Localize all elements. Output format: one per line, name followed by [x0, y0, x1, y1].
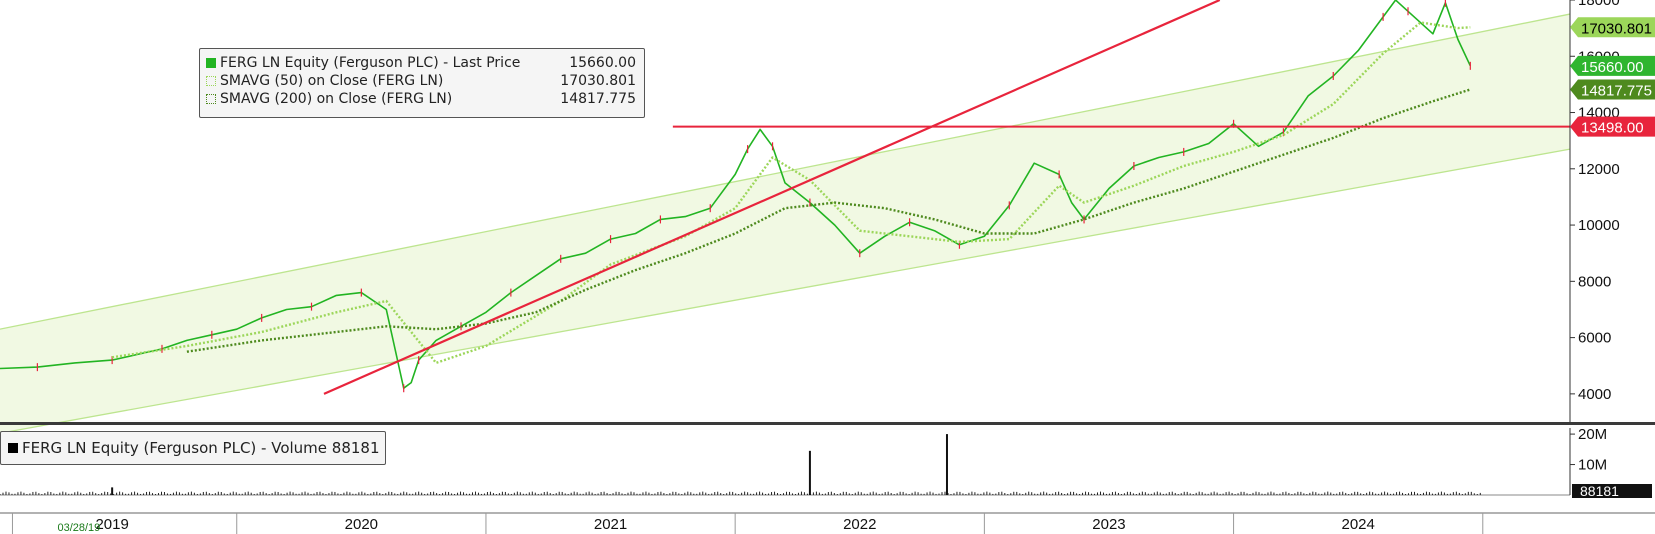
volume-tag: [1572, 484, 1652, 498]
price-tag: [1570, 79, 1655, 100]
legend-label-sma200: SMAVG (200) on Close (FERG LN): [220, 91, 453, 107]
volume-panel: 10M 20M 88181: [0, 422, 1655, 499]
legend-row-sma200: SMAVG (200) on Close (FERG LN) 14817.775: [206, 90, 636, 108]
panel-separator: [0, 422, 1655, 425]
volume-legend-label: FERG LN Equity (Ferguson PLC) - Volume 8…: [22, 439, 380, 457]
series-sma50: [111, 21, 1471, 365]
year-label: 2019: [95, 516, 128, 533]
price-tick-label: 10000: [1578, 217, 1620, 234]
legend-value-sma200: 14817.775: [560, 91, 636, 107]
time-axis: 2019 2020 2021 2022 2023 2024 03/28/19: [0, 512, 1655, 534]
price-tick-label: 18000: [1578, 0, 1620, 9]
date-marker: 03/28/19: [57, 522, 100, 534]
volume-legend-swatch: [8, 443, 18, 453]
price-tick-label: 8000: [1578, 273, 1611, 290]
legend-swatch-sma200: [206, 94, 216, 104]
volume-tick-label: 20M: [1578, 426, 1607, 443]
price-tag: [1570, 116, 1655, 137]
year-label: 2024: [1341, 516, 1374, 533]
legend-swatch-sma50: [206, 76, 216, 86]
legend-swatch-price: [206, 58, 216, 68]
legend-value-price: 15660.00: [569, 55, 636, 71]
legend-label-price: FERG LN Equity (Ferguson PLC) - Last Pri…: [220, 55, 521, 71]
channel-upper-line: [0, 13, 1571, 330]
channel-fill: [0, 14, 1570, 434]
price-series: [0, 0, 1472, 393]
series-sma200: [186, 88, 1471, 353]
year-label: 2022: [843, 516, 876, 533]
year-label: 2020: [345, 516, 378, 533]
channel-lower-line: [0, 148, 1571, 434]
series-last-price: [0, 0, 1472, 389]
price-tick-label: 6000: [1578, 330, 1611, 347]
price-tags: 17030.801 15660.00 14817.775 13498.00: [1570, 17, 1655, 137]
volume-tick-label: 10M: [1578, 457, 1607, 474]
year-label: 2023: [1092, 516, 1125, 533]
price-tag-text: 13498.00: [1581, 120, 1644, 137]
price-tick-label: 4000: [1578, 386, 1611, 403]
support-trend-line: [323, 0, 1221, 395]
legend-row-sma50: SMAVG (50) on Close (FERG LN) 17030.801: [206, 72, 636, 90]
price-legend[interactable]: FERG LN Equity (Ferguson PLC) - Last Pri…: [199, 48, 645, 118]
price-tag-text: 17030.801: [1581, 20, 1652, 37]
legend-value-sma50: 17030.801: [560, 73, 636, 89]
trend-channel: [0, 13, 1571, 434]
price-tag: [1570, 17, 1655, 38]
price-tick-label: 12000: [1578, 161, 1620, 178]
legend-row-price: FERG LN Equity (Ferguson PLC) - Last Pri…: [206, 54, 636, 72]
price-tag-text: 15660.00: [1581, 59, 1644, 76]
legend-label-sma50: SMAVG (50) on Close (FERG LN): [220, 73, 444, 89]
volume-tag-text: 88181: [1580, 483, 1619, 499]
year-label: 2021: [594, 516, 627, 533]
volume-legend[interactable]: FERG LN Equity (Ferguson PLC) - Volume 8…: [0, 431, 386, 465]
price-tag: [1570, 55, 1655, 76]
price-tag-text: 14817.775: [1581, 83, 1652, 100]
chart-annotations: [323, 0, 1570, 395]
